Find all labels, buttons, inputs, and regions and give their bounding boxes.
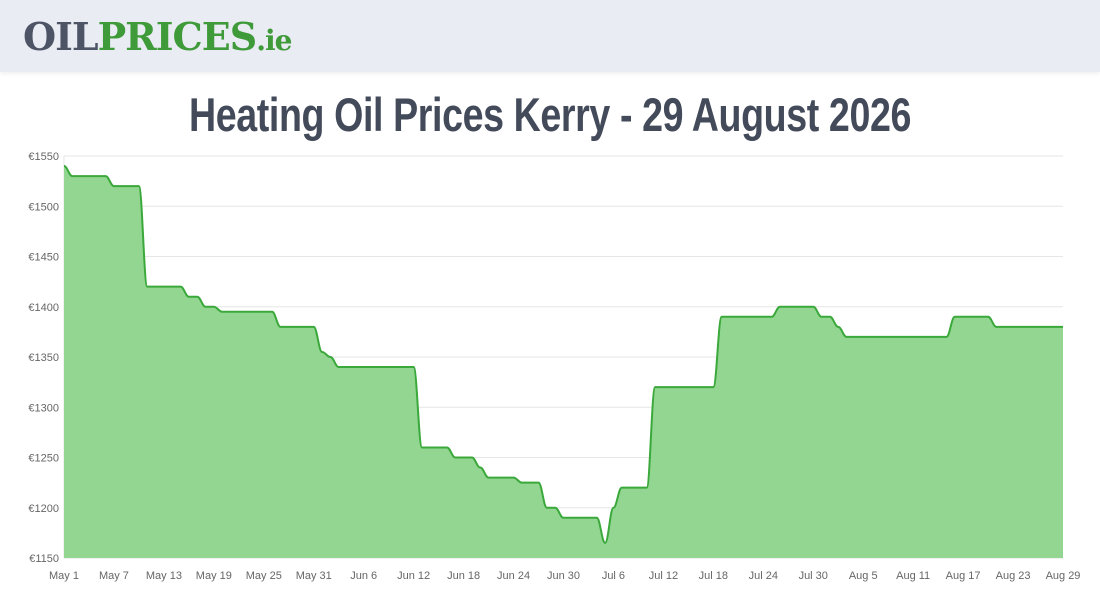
logo-prices-text: PRICES <box>97 14 258 59</box>
logo-oil-text: OIL <box>23 14 99 59</box>
site-logo[interactable]: OILPRICES.ie <box>23 14 292 64</box>
x-tick-label: Aug 17 <box>946 570 981 582</box>
y-tick-label: €1350 <box>28 352 59 364</box>
y-tick-label: €1450 <box>28 252 59 264</box>
x-tick-label: Jun 12 <box>397 570 430 582</box>
x-tick-label: Aug 11 <box>896 570 930 582</box>
x-tick-label: Jul 24 <box>749 570 778 582</box>
y-tick-label: €1400 <box>28 302 59 314</box>
price-area-fill <box>64 166 1063 559</box>
x-tick-label: Jun 18 <box>447 570 480 582</box>
x-tick-label: May 31 <box>296 570 332 582</box>
x-tick-label: Aug 23 <box>996 570 1031 582</box>
x-tick-label: Jul 6 <box>602 570 625 582</box>
x-tick-label: May 1 <box>49 570 79 582</box>
x-tick-label: May 7 <box>99 570 129 582</box>
price-series-line <box>63 165 1063 544</box>
x-tick-label: May 13 <box>146 570 182 582</box>
logo-tld-text: .ie <box>256 24 292 57</box>
y-tick-label: €1200 <box>28 503 59 515</box>
x-tick-label: Jul 12 <box>649 570 678 582</box>
x-tick-label: Jul 18 <box>699 570 728 582</box>
x-tick-label: Aug 5 <box>849 570 878 582</box>
y-tick-label: €1550 <box>28 151 59 163</box>
x-tick-label: May 25 <box>246 570 282 582</box>
y-tick-label: €1300 <box>28 402 59 414</box>
y-tick-label: €1500 <box>28 201 59 213</box>
x-tick-label: Jun 24 <box>497 570 530 582</box>
x-axis-tick-labels: May 1 May 7 May 13 May 19 May 25 May 31 Jun 6 J… <box>49 570 1080 582</box>
site-header: OILPRICES.ie <box>0 0 1100 72</box>
y-tick-label: €1250 <box>28 453 59 465</box>
x-tick-label: Jun 6 <box>350 570 377 582</box>
x-tick-label: Jul 30 <box>799 570 828 582</box>
x-tick-label: May 19 <box>196 570 232 582</box>
y-axis-tick-labels: €1150 €1200 €1250 €1300 €1350 €1400 €1450 €1500… <box>28 151 59 565</box>
x-tick-label: Jun 30 <box>547 570 580 582</box>
page-title: Heating Oil Prices Kerry - 29 August 202… <box>189 88 911 141</box>
y-tick-label: €1150 <box>29 553 59 565</box>
x-tick-label: Aug 29 <box>1046 570 1081 582</box>
